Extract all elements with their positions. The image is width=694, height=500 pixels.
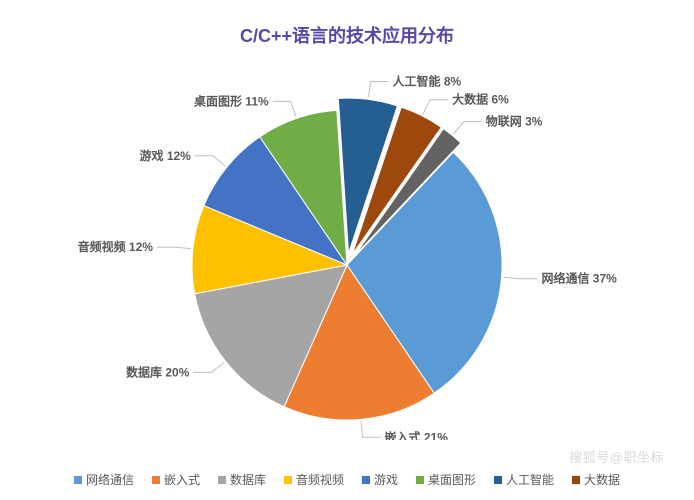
- slice-label: 大数据 6%: [452, 92, 509, 107]
- legend-label: 大数据: [584, 471, 620, 488]
- legend-label: 嵌入式: [164, 471, 200, 488]
- legend-swatch: [284, 476, 292, 484]
- legend-swatch: [572, 476, 580, 484]
- legend-item: 大数据: [572, 471, 620, 488]
- legend-label: 音频视频: [296, 471, 344, 488]
- leader-line: [195, 156, 225, 166]
- legend-label: 数据库: [230, 471, 266, 488]
- pie-chart: 物联网 3% 网络通信 37% 嵌入式 21% 数据库 20% 音频视频 12% 游戏 1…: [0, 70, 694, 440]
- legend-swatch: [152, 476, 160, 484]
- legend: 网络通信 嵌入式 数据库 音频视频 游戏 桌面图形 人工智能 大数据: [0, 471, 694, 488]
- legend-item: 数据库: [218, 471, 266, 488]
- legend-swatch: [74, 476, 82, 484]
- legend-item: 嵌入式: [152, 471, 200, 488]
- leader-line: [193, 362, 224, 372]
- leader-line: [273, 101, 296, 116]
- leader-line: [423, 100, 448, 114]
- legend-item: 人工智能: [494, 471, 554, 488]
- legend-swatch: [416, 476, 424, 484]
- leader-line: [368, 82, 388, 98]
- legend-swatch: [494, 476, 502, 484]
- legend-label: 游戏: [374, 471, 398, 488]
- leader-line: [361, 421, 380, 437]
- legend-label: 网络通信: [86, 471, 134, 488]
- legend-item: 网络通信: [74, 471, 134, 488]
- slice-label: 网络通信 37%: [541, 271, 617, 286]
- legend-swatch: [362, 476, 370, 484]
- slice-label: 数据库 20%: [126, 364, 190, 379]
- slice-label: 嵌入式 21%: [385, 429, 449, 440]
- slice-label: 游戏 12%: [139, 148, 191, 163]
- leader-line: [157, 247, 191, 249]
- watermark-text: 搜狐号@职坐标: [569, 447, 664, 466]
- legend-swatch: [218, 476, 226, 484]
- legend-item: 游戏: [362, 471, 398, 488]
- slice-label: 物联网 3%: [486, 114, 543, 129]
- chart-title: C/C++语言的技术应用分布: [0, 22, 694, 48]
- legend-label: 桌面图形: [428, 471, 476, 488]
- leader-line: [454, 122, 482, 134]
- leader-line: [504, 277, 538, 278]
- slice-label: 桌面图形 11%: [193, 93, 269, 108]
- legend-item: 桌面图形: [416, 471, 476, 488]
- slice-label: 音频视频 12%: [78, 239, 154, 254]
- legend-label: 人工智能: [506, 471, 554, 488]
- slice-label: 人工智能 8%: [393, 74, 462, 89]
- legend-item: 音频视频: [284, 471, 344, 488]
